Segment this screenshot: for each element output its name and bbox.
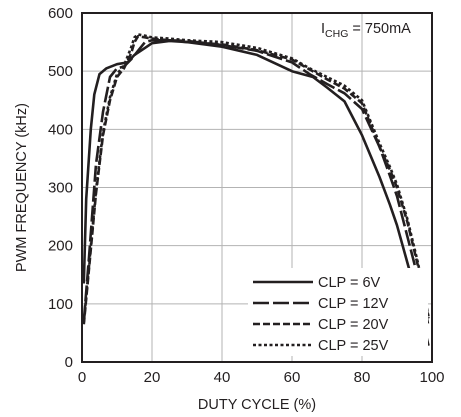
x-tick-label: 60: [284, 369, 301, 386]
legend-label: CLP = 6V: [318, 275, 381, 291]
series-line-clp-6v: [82, 39, 430, 346]
series-layer: [82, 33, 430, 346]
y-tick-label: 300: [48, 180, 73, 197]
y-tick-label: 400: [48, 121, 73, 138]
y-tick-label: 600: [48, 5, 73, 22]
series-line-clp-12v: [82, 38, 430, 327]
y-tick-label: 200: [48, 238, 73, 255]
annotation-suffix: = 750mA: [348, 21, 411, 37]
current-annotation: ICHG = 750mA: [321, 21, 411, 40]
x-tick-label: 0: [78, 369, 86, 386]
x-tick-label: 40: [214, 369, 231, 386]
legend: CLP = 6V CLP = 12V CLP = 20V CLP = 25V: [248, 268, 428, 356]
x-tick-label: 80: [354, 369, 371, 386]
annotation-subscript: CHG: [325, 28, 348, 40]
y-tick-label: 0: [65, 354, 73, 371]
y-tick-label: 100: [48, 296, 73, 313]
tick-labels: 0 20 40 60 80 100 0 100 200 300 400 500 600: [48, 5, 445, 386]
x-tick-label: 100: [419, 369, 444, 386]
legend-label: CLP = 20V: [318, 317, 389, 333]
x-axis-title: DUTY CYCLE (%): [198, 397, 316, 413]
plot-frame: [81, 12, 433, 363]
y-axis-title: PWM FREQUENCY (kHz): [14, 103, 30, 272]
y-tick-label: 500: [48, 63, 73, 80]
legend-label: CLP = 12V: [318, 296, 389, 312]
x-tick-label: 20: [144, 369, 161, 386]
legend-label: CLP = 25V: [318, 338, 389, 354]
annotation-prefix: I: [321, 21, 325, 37]
